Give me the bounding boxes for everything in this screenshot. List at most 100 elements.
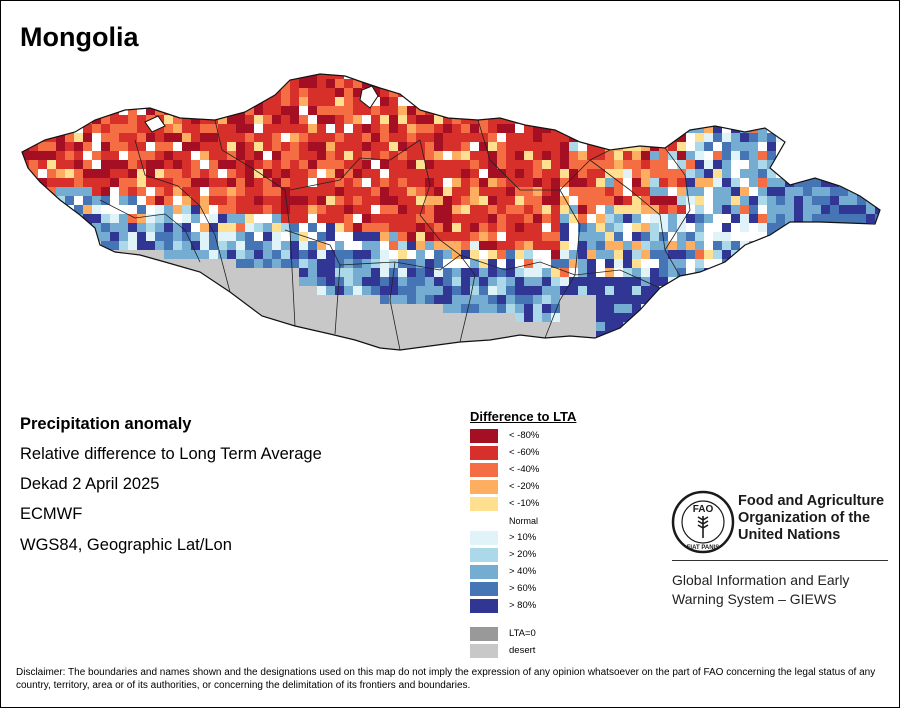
grid-cell <box>884 286 893 295</box>
grid-cell <box>119 286 128 295</box>
grid-cell <box>416 74 425 79</box>
grid-cell <box>542 286 551 295</box>
grid-cell <box>839 322 848 331</box>
grid-cell <box>83 151 92 160</box>
grid-cell <box>308 295 317 304</box>
grid-cell <box>380 79 389 88</box>
grid-cell <box>488 286 497 295</box>
grid-cell <box>92 74 101 79</box>
grid-cell <box>650 295 659 304</box>
grid-cell <box>47 142 56 151</box>
grid-cell <box>74 223 83 232</box>
grid-cell <box>245 74 254 79</box>
grid-cell <box>659 106 668 115</box>
grid-cell <box>137 178 146 187</box>
grid-cell <box>605 340 614 349</box>
grid-cell <box>461 187 470 196</box>
grid-cell <box>731 331 740 340</box>
grid-cell <box>344 295 353 304</box>
grid-cell <box>146 277 155 286</box>
grid-cell <box>335 241 344 250</box>
grid-cell <box>812 241 821 250</box>
grid-cell <box>515 196 524 205</box>
grid-cell <box>587 187 596 196</box>
grid-cell <box>641 160 650 169</box>
grid-cell <box>497 259 506 268</box>
grid-cell <box>173 340 182 349</box>
grid-cell <box>407 97 416 106</box>
grid-cell <box>740 259 749 268</box>
grid-cell <box>560 169 569 178</box>
grid-cell <box>164 74 173 79</box>
grid-cell <box>299 340 308 349</box>
grid-cell <box>821 304 830 313</box>
grid-cell <box>173 124 182 133</box>
grid-cell <box>668 106 677 115</box>
grid-cell <box>866 241 875 250</box>
grid-cell <box>686 196 695 205</box>
grid-cell <box>236 250 245 259</box>
grid-cell <box>812 214 821 223</box>
grid-cell <box>335 340 344 349</box>
grid-cell <box>245 277 254 286</box>
grid-cell <box>191 322 200 331</box>
grid-cell <box>281 250 290 259</box>
grid-cell <box>200 79 209 88</box>
grid-cell <box>551 169 560 178</box>
grid-cell <box>875 160 880 169</box>
grid-cell <box>452 241 461 250</box>
grid-cell <box>605 322 614 331</box>
grid-cell <box>191 74 200 79</box>
grid-cell <box>497 286 506 295</box>
grid-cell <box>371 196 380 205</box>
grid-cell <box>848 142 857 151</box>
grid-cell <box>542 178 551 187</box>
grid-cell <box>425 151 434 160</box>
grid-cell <box>533 286 542 295</box>
grid-cell <box>263 79 272 88</box>
grid-cell <box>317 349 326 350</box>
grid-cell <box>299 250 308 259</box>
grid-cell <box>83 169 92 178</box>
grid-cell <box>227 322 236 331</box>
grid-cell <box>461 124 470 133</box>
grid-cell <box>830 214 839 223</box>
grid-cell <box>497 178 506 187</box>
grid-cell <box>695 97 704 106</box>
grid-cell <box>551 133 560 142</box>
grid-cell <box>632 313 641 322</box>
grid-cell <box>650 340 659 349</box>
grid-cell <box>263 304 272 313</box>
grid-cell <box>398 340 407 349</box>
grid-cell <box>74 169 83 178</box>
grid-cell <box>875 79 880 88</box>
legend-label: > 80% <box>509 600 537 611</box>
grid-cell <box>740 142 749 151</box>
grid-cell <box>209 286 218 295</box>
grid-cell <box>848 97 857 106</box>
grid-cell <box>524 160 533 169</box>
grid-cell <box>461 277 470 286</box>
grid-cell <box>695 106 704 115</box>
grid-cell <box>524 169 533 178</box>
grid-cell <box>524 313 533 322</box>
grid-cell <box>416 259 425 268</box>
grid-cell <box>119 196 128 205</box>
grid-cell <box>371 115 380 124</box>
grid-cell <box>569 88 578 97</box>
grid-cell <box>713 277 722 286</box>
grid-cell <box>776 97 785 106</box>
grid-cell <box>749 160 758 169</box>
grid-cell <box>254 160 263 169</box>
grid-cell <box>866 151 875 160</box>
grid-cell <box>47 259 56 268</box>
grid-cell <box>74 214 83 223</box>
grid-cell <box>92 88 101 97</box>
grid-cell <box>884 187 893 196</box>
grid-cell <box>884 79 893 88</box>
grid-cell <box>110 295 119 304</box>
grid-cell <box>65 250 74 259</box>
grid-cell <box>155 241 164 250</box>
grid-cell <box>794 259 803 268</box>
grid-cell <box>506 250 515 259</box>
